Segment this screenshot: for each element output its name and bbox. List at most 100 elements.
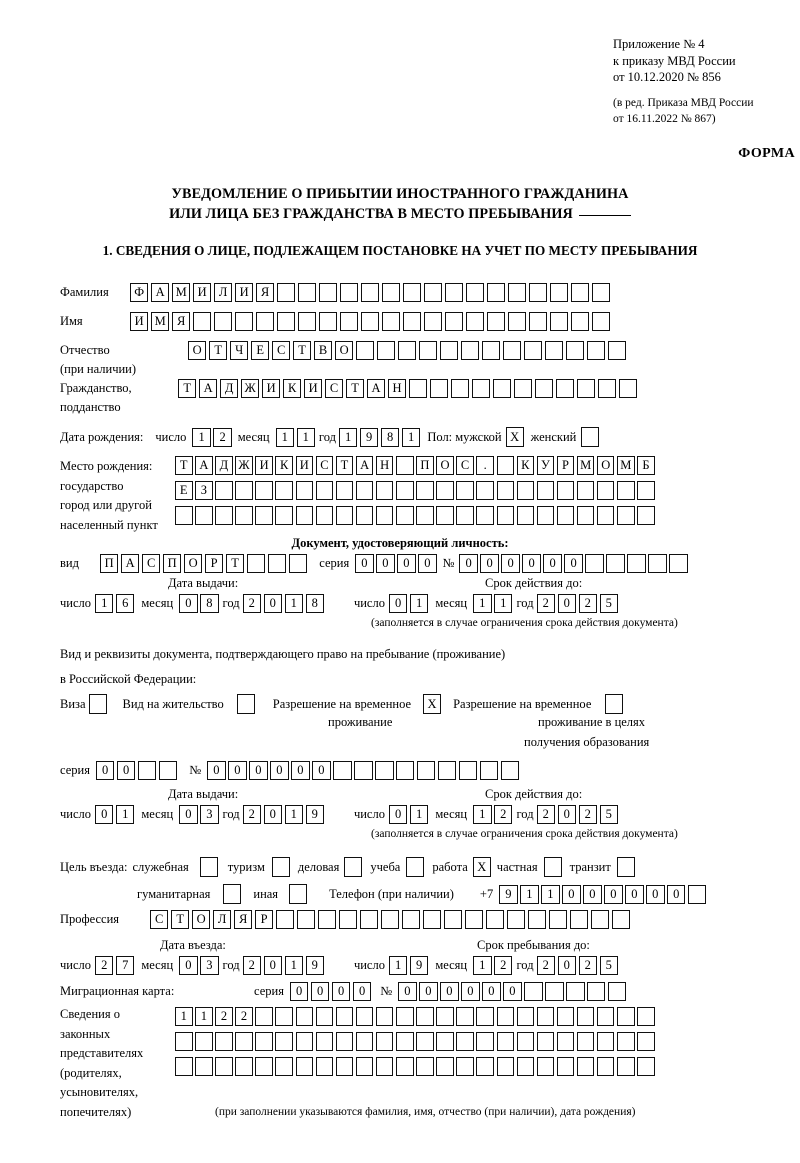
char-cell[interactable]: [565, 341, 585, 360]
char-cell[interactable]: [501, 761, 520, 780]
purpose-tourism-checkbox[interactable]: [271, 857, 290, 877]
char-cell[interactable]: Д: [215, 456, 233, 475]
char-cell[interactable]: 0: [270, 761, 289, 780]
char-cell[interactable]: [416, 1057, 434, 1076]
char-cell[interactable]: 1: [338, 427, 358, 447]
char-cell[interactable]: Ж: [235, 456, 253, 475]
char-cell[interactable]: 1: [494, 594, 513, 613]
char-cell[interactable]: [355, 481, 374, 500]
char-cell[interactable]: [516, 481, 535, 500]
char-cell[interactable]: [476, 1032, 494, 1051]
char-cell[interactable]: [335, 1007, 354, 1026]
char-cell[interactable]: И: [192, 283, 212, 302]
char-cell[interactable]: Ч: [229, 341, 249, 360]
char-cell[interactable]: [375, 1057, 394, 1076]
char-cell[interactable]: [443, 910, 463, 929]
char-cell[interactable]: 0: [289, 982, 309, 1001]
char-cell[interactable]: [422, 910, 442, 929]
char-cell[interactable]: 0: [440, 982, 459, 1001]
char-cell[interactable]: Я: [171, 312, 191, 331]
char-cell[interactable]: [295, 1057, 314, 1076]
char-cell[interactable]: С: [141, 554, 161, 573]
char-cell[interactable]: 1: [116, 805, 135, 824]
char-cell[interactable]: [235, 481, 253, 500]
char-cell[interactable]: [175, 1032, 193, 1051]
char-cell[interactable]: Д: [219, 379, 239, 398]
char-cell[interactable]: С: [315, 456, 334, 475]
char-cell[interactable]: [195, 1057, 213, 1076]
temp-residence-edu-checkbox[interactable]: [605, 694, 624, 714]
char-cell[interactable]: И: [295, 456, 314, 475]
char-cell[interactable]: 0: [543, 554, 562, 573]
char-cell[interactable]: [545, 982, 564, 1001]
char-cell[interactable]: [436, 481, 454, 500]
char-cell[interactable]: [524, 982, 543, 1001]
char-cell[interactable]: [335, 481, 354, 500]
char-cell[interactable]: [335, 1032, 354, 1051]
char-cell[interactable]: 2: [215, 1007, 233, 1026]
char-cell[interactable]: 2: [242, 805, 261, 824]
purpose-work-checkbox[interactable]: X: [472, 857, 491, 877]
char-cell[interactable]: [549, 283, 569, 302]
char-cell[interactable]: 0: [95, 761, 115, 780]
char-cell[interactable]: [608, 982, 627, 1001]
residence-permit-checkbox[interactable]: [236, 694, 255, 714]
char-cell[interactable]: 0: [179, 956, 198, 975]
char-cell[interactable]: 0: [207, 761, 226, 780]
char-cell[interactable]: А: [198, 379, 218, 398]
char-cell[interactable]: 0: [376, 554, 395, 573]
char-cell[interactable]: Ф: [130, 283, 149, 302]
char-cell[interactable]: [267, 554, 287, 573]
char-cell[interactable]: О: [191, 910, 211, 929]
char-cell[interactable]: [536, 481, 555, 500]
char-cell[interactable]: [288, 554, 308, 573]
char-cell[interactable]: О: [596, 456, 615, 475]
char-cell[interactable]: А: [355, 456, 374, 475]
char-cell[interactable]: [255, 312, 275, 331]
char-cell[interactable]: 0: [418, 554, 437, 573]
char-cell[interactable]: [215, 1057, 233, 1076]
purpose-study-checkbox[interactable]: [406, 857, 425, 877]
char-cell[interactable]: [439, 341, 459, 360]
char-cell[interactable]: О: [436, 456, 454, 475]
char-cell[interactable]: [318, 283, 338, 302]
char-cell[interactable]: [295, 1007, 314, 1026]
char-cell[interactable]: Т: [170, 910, 190, 929]
char-cell[interactable]: 0: [557, 594, 576, 613]
char-cell[interactable]: 0: [312, 761, 331, 780]
char-cell[interactable]: 0: [388, 594, 408, 613]
char-cell[interactable]: 1: [388, 956, 408, 975]
char-cell[interactable]: [396, 761, 415, 780]
char-cell[interactable]: [339, 312, 359, 331]
char-cell[interactable]: 1: [192, 427, 211, 447]
char-cell[interactable]: И: [234, 283, 254, 302]
char-cell[interactable]: [556, 506, 575, 525]
char-cell[interactable]: [637, 506, 655, 525]
char-cell[interactable]: 9: [499, 884, 518, 904]
char-cell[interactable]: 1: [175, 1007, 193, 1026]
char-cell[interactable]: 1: [284, 805, 303, 824]
char-cell[interactable]: [576, 1007, 595, 1026]
char-cell[interactable]: 1: [520, 884, 539, 904]
char-cell[interactable]: [423, 312, 443, 331]
char-cell[interactable]: [506, 910, 526, 929]
char-cell[interactable]: [637, 1007, 655, 1026]
char-cell[interactable]: 1: [409, 805, 429, 824]
char-cell[interactable]: 0: [522, 554, 541, 573]
char-cell[interactable]: М: [150, 312, 170, 331]
char-cell[interactable]: 0: [625, 884, 644, 904]
char-cell[interactable]: [315, 1032, 334, 1051]
